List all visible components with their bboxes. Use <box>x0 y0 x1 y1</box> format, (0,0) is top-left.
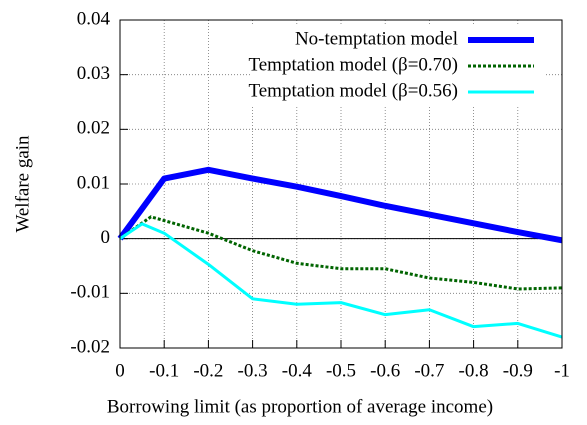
line <box>119 215 563 291</box>
x-tick-label: 0 <box>115 360 125 381</box>
x-tick-label: -0.1 <box>149 360 179 381</box>
legend-label: Temptation model (β=0.56) <box>248 80 458 101</box>
x-tick-label: -0.8 <box>459 360 489 381</box>
x-tick-label: -0.9 <box>503 360 533 381</box>
x-tick-label: -0.2 <box>193 360 223 381</box>
y-tick-label: -0.02 <box>70 336 110 357</box>
legend-label: Temptation model (β=0.70) <box>248 54 458 75</box>
x-tick-label: -0.4 <box>282 360 313 381</box>
line <box>119 222 563 339</box>
y-tick-label: 0.02 <box>77 118 110 139</box>
x-axis-title: Borrowing limit (as proportion of averag… <box>107 396 493 417</box>
y-axis-title: Welfare gain <box>12 135 33 233</box>
line <box>117 166 563 244</box>
y-tick-label: -0.01 <box>70 282 110 303</box>
x-tick-label: -0.7 <box>414 360 444 381</box>
plot-frame <box>119 19 563 349</box>
x-tick-label: -0.6 <box>370 360 400 381</box>
y-tick-label: 0.04 <box>77 8 111 29</box>
x-tick-label: -1 <box>554 360 570 381</box>
y-tick-label: 0 <box>101 227 111 248</box>
y-tick-label: 0.03 <box>77 63 110 84</box>
legend-label: No-temptation model <box>295 28 458 49</box>
x-tick-label: -0.3 <box>238 360 268 381</box>
x-tick-label: -0.5 <box>326 360 356 381</box>
y-tick-label: 0.01 <box>77 172 110 193</box>
